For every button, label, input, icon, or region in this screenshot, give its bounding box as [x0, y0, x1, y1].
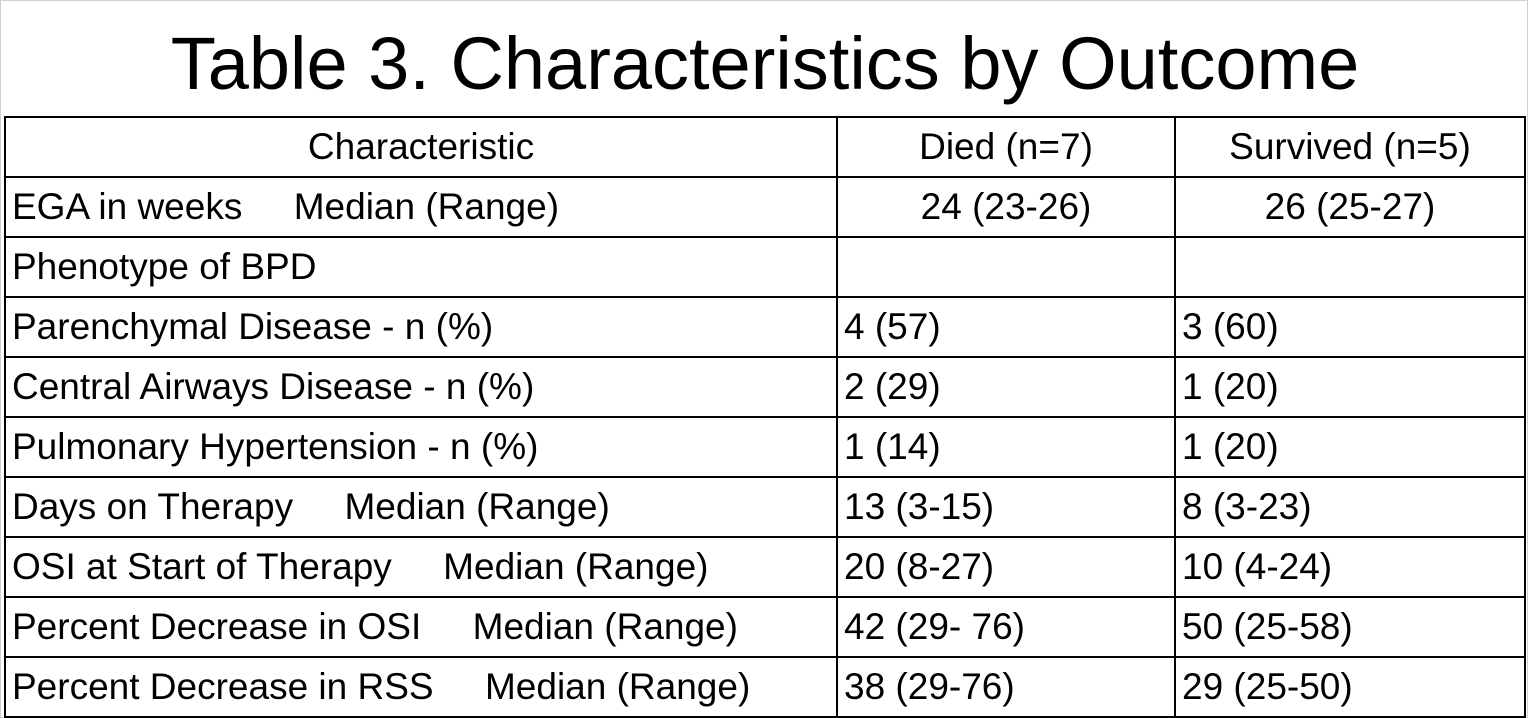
survived-value: 26 (25-27)	[1174, 176, 1526, 238]
row-label: Percent Decrease in RSS Median (Range)	[4, 656, 838, 718]
row-label: Central Airways Disease - n (%)	[4, 356, 838, 418]
table-row: Percent Decrease in OSI Median (Range) 4…	[4, 596, 1526, 658]
table-row: Percent Decrease in RSS Median (Range) 3…	[4, 656, 1526, 718]
row-label: Parenchymal Disease - n (%)	[4, 296, 838, 358]
table-row: Phenotype of BPD	[4, 236, 1526, 298]
row-label: Pulmonary Hypertension - n (%)	[4, 416, 838, 478]
row-label: Days on Therapy Median (Range)	[4, 476, 838, 538]
survived-value: 3 (60)	[1174, 296, 1526, 358]
died-value: 4 (57)	[836, 296, 1176, 358]
died-value: 1 (14)	[836, 416, 1176, 478]
table-header-row: Characteristic Died (n=7) Survived (n=5)	[4, 116, 1526, 178]
died-value: 24 (23-26)	[836, 176, 1176, 238]
table-row: OSI at Start of Therapy Median (Range) 2…	[4, 536, 1526, 598]
row-label: Phenotype of BPD	[4, 236, 838, 298]
column-header-died: Died (n=7)	[836, 116, 1176, 178]
survived-value: 8 (3-23)	[1174, 476, 1526, 538]
table-row: Pulmonary Hypertension - n (%) 1 (14) 1 …	[4, 416, 1526, 478]
table-row: Days on Therapy Median (Range) 13 (3-15)…	[4, 476, 1526, 538]
died-value: 2 (29)	[836, 356, 1176, 418]
table-row: Parenchymal Disease - n (%) 4 (57) 3 (60…	[4, 296, 1526, 358]
characteristics-table: Characteristic Died (n=7) Survived (n=5)…	[4, 116, 1526, 718]
died-value: 13 (3-15)	[836, 476, 1176, 538]
column-header-survived: Survived (n=5)	[1174, 116, 1526, 178]
survived-value: 1 (20)	[1174, 416, 1526, 478]
died-value: 20 (8-27)	[836, 536, 1176, 598]
row-label: Percent Decrease in OSI Median (Range)	[4, 596, 838, 658]
survived-value: 29 (25-50)	[1174, 656, 1526, 718]
row-label: OSI at Start of Therapy Median (Range)	[4, 536, 838, 598]
page-title: Table 3. Characteristics by Outcome	[170, 22, 1360, 105]
table-row: EGA in weeks Median (Range) 24 (23-26) 2…	[4, 176, 1526, 238]
column-header-characteristic: Characteristic	[4, 116, 838, 178]
died-value: 38 (29-76)	[836, 656, 1176, 718]
table-row: Central Airways Disease - n (%) 2 (29) 1…	[4, 356, 1526, 418]
survived-value: 50 (25-58)	[1174, 596, 1526, 658]
survived-value: 10 (4-24)	[1174, 536, 1526, 598]
died-value	[836, 236, 1176, 298]
died-value: 42 (29- 76)	[836, 596, 1176, 658]
row-label: EGA in weeks Median (Range)	[4, 176, 838, 238]
survived-value: 1 (20)	[1174, 356, 1526, 418]
survived-value	[1174, 236, 1526, 298]
